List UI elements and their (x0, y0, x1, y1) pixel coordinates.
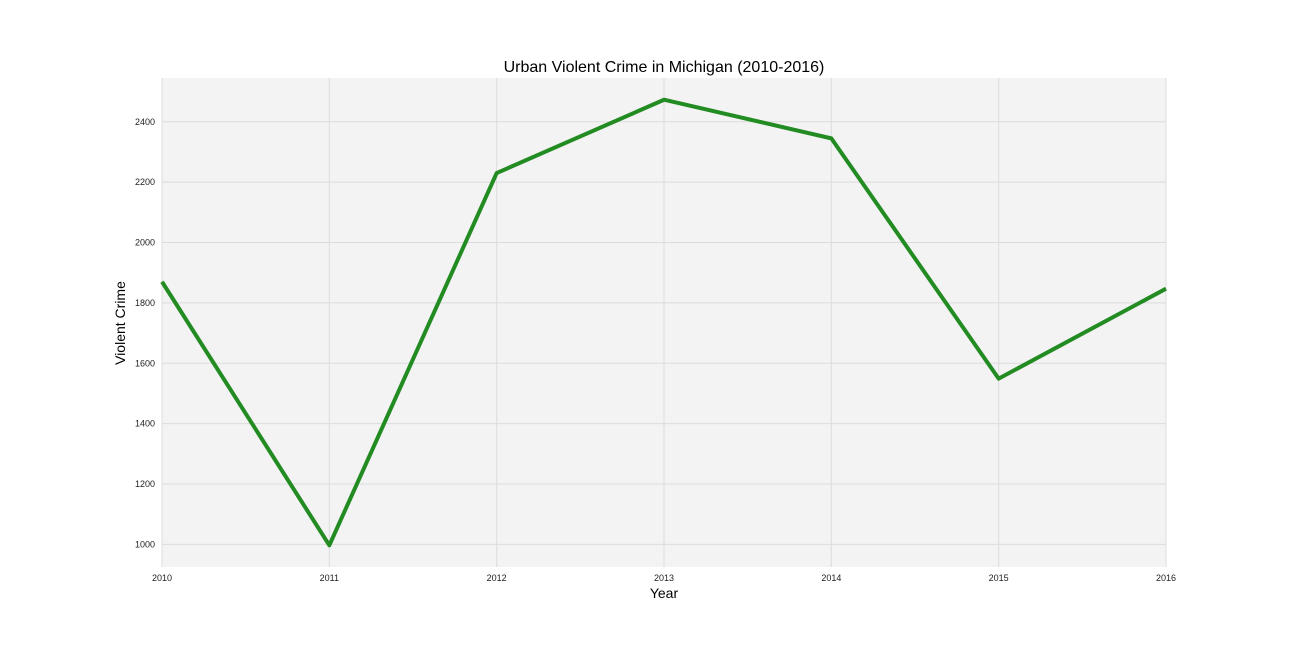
y-tick-label: 1400 (135, 419, 155, 429)
x-tick-label: 2011 (320, 573, 339, 583)
x-tick-label: 2013 (654, 573, 674, 583)
y-tick-label: 1000 (135, 539, 155, 549)
series-layer (160, 97, 1167, 548)
y-tick-label: 1600 (135, 358, 155, 368)
y-tick-labels: 1000 1200 1400 1600 1800 2000 2200 2400 (135, 117, 155, 550)
x-gridlines (161, 78, 1167, 567)
x-tick-label: 2010 (152, 573, 172, 583)
x-tick-label: 2012 (487, 573, 507, 583)
y-tick-label: 1200 (135, 479, 155, 489)
x-tick-labels: 2010 2011 2012 2013 2014 2015 2016 (152, 573, 1176, 583)
x-tick-label: 2014 (821, 573, 841, 583)
y-axis-label: Violent Crime (112, 281, 128, 365)
x-tick-label: 2015 (989, 573, 1009, 583)
y-tick-label: 2000 (135, 238, 155, 248)
y-tick-label: 2400 (135, 117, 155, 127)
y-tick-label: 2200 (135, 177, 155, 187)
y-tick-label: 1800 (135, 298, 155, 308)
chart-title: Urban Violent Crime in Michigan (2010-20… (504, 59, 825, 76)
x-tick-label: 2016 (1156, 573, 1176, 583)
series-line (160, 97, 1167, 548)
x-axis-label: Year (650, 585, 679, 601)
